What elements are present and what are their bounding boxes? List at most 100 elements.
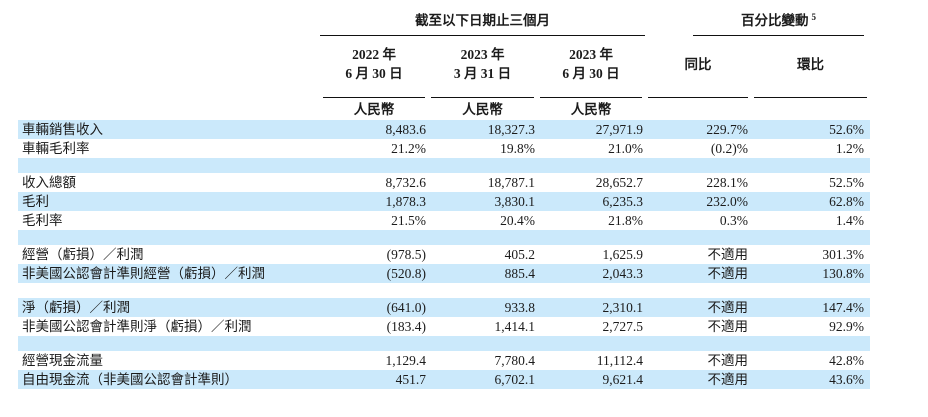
cell-value: 2,310.1 (602, 300, 644, 315)
table-row: 毛利率 21.5% 20.4% 21.8% 0.3% 1.4% (18, 211, 870, 230)
cell-value: 147.4% (822, 300, 864, 315)
cell-value: 2,043.3 (602, 266, 644, 281)
row-label: 車輛銷售收入 (22, 122, 103, 137)
table-row: 毛利 1,878.3 3,830.1 6,235.3 232.0% 62.8% (18, 192, 870, 211)
cell-value: 6,235.3 (602, 194, 644, 209)
spacer-row (18, 230, 870, 245)
row-label (18, 158, 320, 173)
table-row: 車輛毛利率 21.2% 19.8% 21.0% (0.2)% 1.2% (18, 139, 870, 158)
row-label: 淨（虧損）／利潤 (22, 300, 130, 315)
cell-value (751, 158, 870, 173)
cell-value: 6,702.1 (494, 372, 536, 387)
table-header: 截至以下日期止三個月 百分比變動 5 2022 年 6 月 30 日 2023 年 (18, 10, 870, 120)
financial-results-table-section: 截至以下日期止三個月 百分比變動 5 2022 年 6 月 30 日 2023 年 (18, 10, 870, 389)
cell-value: 28,652.7 (595, 175, 643, 190)
date-day: 6 月 30 日 (562, 66, 620, 81)
qoq-label: 環比 (797, 56, 824, 72)
table-row: 非美國公認會計準則淨（虧損）／利潤 (183.4) 1,414.1 2,727.5 不適… (18, 317, 870, 336)
cell-value: 21.5% (391, 213, 426, 228)
cell-value: 不適用 (707, 266, 749, 281)
cell-value: 301.3% (822, 247, 864, 262)
cell-value (537, 336, 645, 351)
cell-value: 21.2% (391, 141, 426, 156)
cell-value (428, 158, 537, 173)
spacer-row (18, 158, 870, 173)
cell-value: 不適用 (707, 353, 749, 368)
date-column-header-1: 2022 年 6 月 30 日 (320, 36, 428, 98)
row-label: 非美國公認會計準則淨（虧損）／利潤 (22, 319, 252, 334)
date-year: 2023 年 (569, 47, 613, 62)
cell-value: 130.8% (822, 266, 864, 281)
yoy-label: 同比 (684, 56, 712, 72)
cell-value: 229.7% (706, 122, 748, 137)
cell-value: 42.8% (829, 353, 864, 368)
cell-value: 27,971.9 (595, 122, 643, 137)
qoq-column-header: 環比 (751, 36, 870, 98)
cell-value (537, 230, 645, 245)
period-group-title: 截至以下日期止三個月 (320, 10, 645, 36)
date-day: 6 月 30 日 (345, 66, 403, 81)
table-row: 收入總額 8,732.6 18,787.1 28,652.7 228.1% 52.5% (18, 173, 870, 192)
cell-value: 21.0% (608, 141, 643, 156)
cell-value: 1.4% (835, 213, 864, 228)
cell-value: (520.8) (386, 266, 426, 281)
cell-value: (978.5) (386, 247, 426, 262)
cell-value (751, 230, 870, 245)
date-day: 3 月 31 日 (453, 66, 512, 81)
cell-value (320, 230, 428, 245)
currency-spacer (645, 98, 751, 120)
cell-value: 7,780.4 (494, 353, 536, 368)
spacer-row (18, 283, 870, 298)
cell-value (537, 158, 645, 173)
label-column-spacer (18, 10, 320, 36)
cell-value: 2,727.5 (602, 319, 644, 334)
pct-group-label: 百分比變動 (741, 13, 809, 28)
row-label: 自由現金流（非美國公認會計準則） (22, 372, 238, 387)
cell-value: 不適用 (707, 247, 749, 262)
row-label (18, 230, 320, 245)
cell-value (320, 336, 428, 351)
cell-value: 1,625.9 (602, 247, 644, 262)
pct-group-title: 百分比變動 5 (693, 10, 864, 36)
currency-label: 人民幣 (462, 102, 503, 117)
cell-value: 451.7 (395, 372, 426, 387)
row-label: 毛利 (22, 194, 49, 209)
cell-value: (641.0) (386, 300, 426, 315)
cell-value: 1.2% (835, 141, 864, 156)
currency-label: 人民幣 (570, 102, 612, 117)
cell-value: 885.4 (504, 266, 535, 281)
row-label (18, 283, 320, 298)
cell-value: 62.8% (829, 194, 864, 209)
cell-value (645, 158, 751, 173)
table-row: 自由現金流（非美國公認會計準則） 451.7 6,702.1 9,621.4 不適用 43… (18, 370, 870, 389)
cell-value (645, 283, 751, 298)
pct-change-group-header: 百分比變動 5 (645, 10, 870, 36)
row-label: 非美國公認會計準則經營（虧損）／利潤 (22, 266, 265, 281)
row-label: 經營（虧損）／利潤 (22, 247, 144, 262)
cell-value: (0.2)% (710, 141, 748, 156)
yoy-column-header: 同比 (645, 36, 751, 98)
table-row: 經營現金流量 1,129.4 7,780.4 11,112.4 不適用 42.8% (18, 351, 870, 370)
cell-value (320, 158, 428, 173)
cell-value: 0.3% (719, 213, 748, 228)
currency-spacer (751, 98, 870, 120)
label-column-spacer (18, 36, 320, 98)
table-row: 淨（虧損）／利潤 (641.0) 933.8 2,310.1 不適用 147.4% (18, 298, 870, 317)
cell-value: (183.4) (386, 319, 426, 334)
table-row: 非美國公認會計準則經營（虧損）／利潤 (520.8) 885.4 2,043.3 不適用… (18, 264, 870, 283)
spacer-row (18, 336, 870, 351)
cell-value: 8,483.6 (385, 122, 427, 137)
cell-value: 232.0% (706, 194, 748, 209)
cell-value (645, 230, 751, 245)
cell-value (751, 336, 870, 351)
date-column-header-3: 2023 年 6 月 30 日 (537, 36, 645, 98)
cell-value (428, 283, 537, 298)
cell-value (537, 283, 645, 298)
financial-table: 截至以下日期止三個月 百分比變動 5 2022 年 6 月 30 日 2023 年 (18, 10, 870, 389)
label-column-spacer (18, 98, 320, 120)
cell-value: 43.6% (829, 372, 864, 387)
cell-value: 52.6% (829, 122, 864, 137)
date-year: 2023 年 (460, 47, 505, 62)
cell-value: 不適用 (707, 372, 749, 387)
row-label: 收入總額 (22, 175, 76, 190)
